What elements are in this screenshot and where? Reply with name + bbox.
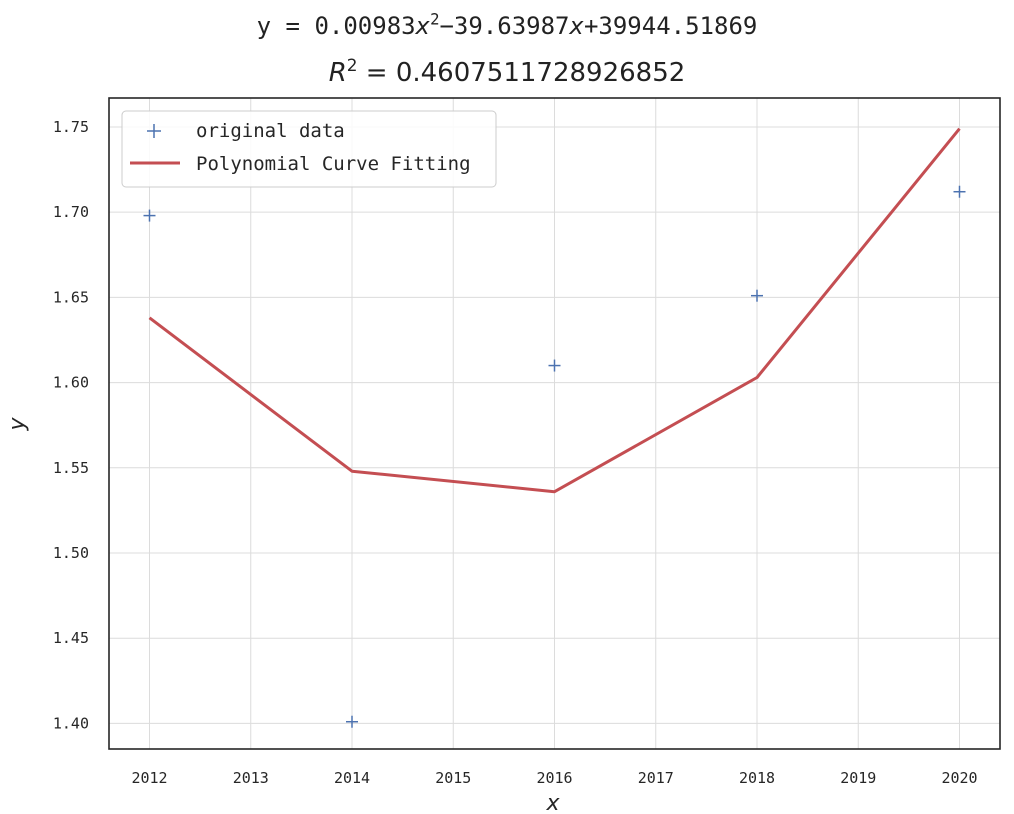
- data-point-marker: [548, 359, 561, 372]
- y-tick-labels: 1.40 1.45 1.50 1.55 1.60 1.65 1.70 1.75: [53, 118, 89, 732]
- chart-title-equation: y = 0.00983x2−39.63987x+39944.51869: [0, 12, 1014, 40]
- data-point-marker: [953, 185, 966, 198]
- chart-title-r-squared: R2 = 0.4607511728926852: [0, 54, 1014, 88]
- legend: original data Polynomial Curve Fitting: [121, 110, 497, 188]
- equation-x-squared: x: [415, 12, 431, 40]
- data-point-marker: [143, 209, 156, 222]
- r-squared-exponent: 2: [346, 54, 358, 75]
- x-tick-labels: 2012 2013 2014 2015 2016 2017 2018 2019 2020: [131, 769, 977, 787]
- y-tick-label: 1.55: [53, 459, 89, 477]
- equation-tail: +39944.51869: [583, 12, 758, 40]
- x-tick-label: 2017: [638, 769, 674, 787]
- y-tick-label: 1.40: [53, 714, 89, 732]
- legend-box: [121, 110, 497, 188]
- equation-x: x: [569, 12, 584, 40]
- plot-frame: [108, 97, 1001, 750]
- x-axis-label: x: [545, 791, 560, 814]
- data-point-marker: [346, 715, 358, 728]
- x-tick-label: 2014: [334, 769, 370, 787]
- y-tick-label: 1.45: [53, 629, 89, 647]
- y-tick-label: 1.65: [53, 288, 89, 306]
- y-axis-label: y: [5, 417, 30, 432]
- fit-curve-line: [148, 127, 961, 494]
- fit-line-group: [148, 127, 961, 494]
- data-point-marker: [751, 289, 763, 302]
- x-tick-label: 2020: [941, 769, 977, 787]
- equation-exponent: 2: [430, 10, 440, 29]
- legend-label-original: original data: [196, 120, 345, 142]
- r-squared-symbol: R: [328, 58, 347, 88]
- grid-lines: [109, 98, 1000, 749]
- y-tick-label: 1.50: [53, 544, 89, 562]
- legend-marker-original: [147, 124, 161, 138]
- x-tick-label: 2013: [233, 769, 269, 787]
- x-tick-label: 2015: [435, 769, 471, 787]
- y-tick-label: 1.75: [53, 118, 89, 136]
- legend-label-fit: Polynomial Curve Fitting: [196, 153, 471, 175]
- equation-middle: −39.63987: [439, 12, 570, 40]
- data-points: [143, 185, 966, 728]
- x-tick-label: 2012: [131, 769, 167, 787]
- y-tick-label: 1.60: [53, 374, 89, 392]
- r-squared-value: = 0.4607511728926852: [357, 58, 686, 88]
- x-tick-label: 2018: [739, 769, 775, 787]
- y-tick-label: 1.70: [53, 203, 89, 221]
- x-tick-label: 2019: [840, 769, 876, 787]
- equation-prefix: y = 0.00983: [256, 12, 416, 40]
- x-tick-label: 2016: [536, 769, 572, 787]
